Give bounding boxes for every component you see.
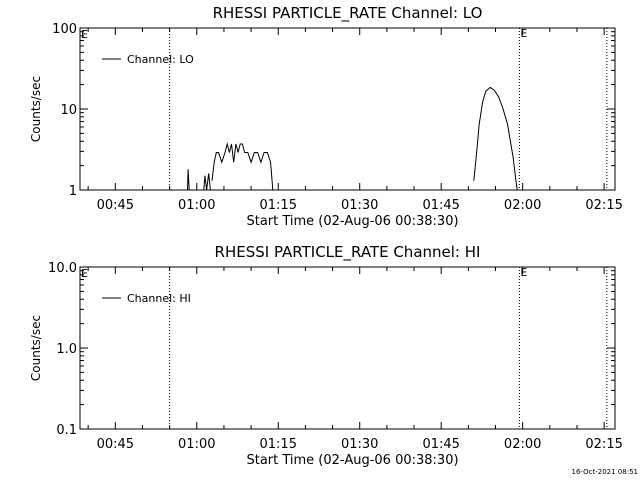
panel1-y-tick-label: 10 [60,103,77,118]
panel2-x-tick-label: 00:45 [97,437,134,452]
panel1-event-label: E [520,27,527,40]
panel1-series-line [187,169,190,191]
panel2-event-label: E [520,266,527,279]
panel1-x-tick-label: 01:30 [341,198,378,213]
panel1-x-tick-label: 01:00 [178,198,215,213]
panel1-x-tick-label: 02:15 [585,198,622,213]
panel2-y-axis-label: Counts/sec [29,315,43,381]
footer-timestamp: 16-Oct-2021 08:51 [571,468,638,476]
panel2-y-tick-label: 0.1 [56,423,77,438]
panel1-y-tick-label: 100 [52,22,77,37]
panel2-legend-label: Channel: HI [127,292,191,305]
panel1-series-line [473,86,518,191]
panel1-x-axis-label: Start Time (02-Aug-06 00:38:30) [246,214,458,229]
panel1-x-tick-label: 01:15 [260,198,297,213]
panel1-y-tick-label: 1 [69,184,77,199]
panel2-x-tick-label: 02:15 [585,437,622,452]
panel1-x-tick-label: 00:45 [97,198,134,213]
panel2-x-tick-label: 01:30 [341,437,378,452]
panel2-x-axis-label: Start Time (02-Aug-06 00:38:30) [246,453,458,468]
panel2-y-tick-label: 10.0 [48,261,77,276]
panel2-y-tick-label: 1.0 [56,342,77,357]
panel1-start-marker: E [81,28,88,41]
panel2-x-tick-label: 01:45 [422,437,459,452]
panel1-x-tick-label: 01:45 [422,198,459,213]
panel1-series-line [211,142,274,191]
panel1-x-tick-label: 02:00 [504,198,541,213]
panel2-start-marker: E [81,267,88,280]
panel2-x-tick-label: 01:15 [260,437,297,452]
panel1-y-axis-label: Counts/sec [29,76,43,142]
panel1-legend-label: Channel: LO [127,53,194,66]
panel2-title: RHESSI PARTICLE_RATE Channel: HI [215,243,481,262]
panel1-title: RHESSI PARTICLE_RATE Channel: LO [213,4,483,23]
panel1-series-line [203,173,211,191]
panel2-x-tick-label: 02:00 [504,437,541,452]
panel2-x-tick-label: 01:00 [178,437,215,452]
